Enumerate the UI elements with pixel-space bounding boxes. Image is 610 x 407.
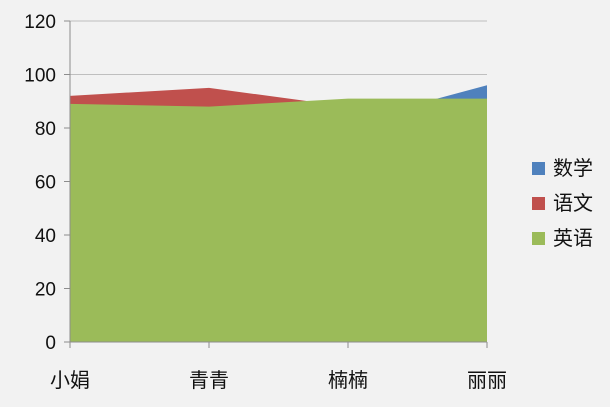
legend-swatch [532, 197, 545, 210]
y-tick-label: 120 [24, 12, 56, 33]
x-tick-label: 小娟 [50, 368, 90, 392]
plot-area [70, 85, 487, 342]
y-tick-label: 0 [45, 333, 56, 354]
legend-label: 语文 [553, 191, 593, 215]
y-tick-label: 60 [35, 173, 56, 194]
y-tick-label: 40 [35, 226, 56, 247]
y-tick-label: 20 [35, 280, 56, 301]
axes: 0 20 40 60 80 100 120 小娟 青青 楠楠 丽丽 [24, 12, 507, 392]
x-tick-label: 丽丽 [467, 368, 507, 392]
area-series-2 [70, 98, 487, 342]
legend-swatch [532, 232, 545, 245]
legend-label: 数学 [553, 156, 593, 180]
x-tick-label: 青青 [189, 368, 229, 392]
x-tick-label: 楠楠 [328, 368, 368, 392]
y-tick-label: 100 [24, 66, 56, 87]
y-tick-label: 80 [35, 119, 56, 140]
legend-swatch [532, 162, 545, 175]
legend-label: 英语 [553, 226, 593, 250]
